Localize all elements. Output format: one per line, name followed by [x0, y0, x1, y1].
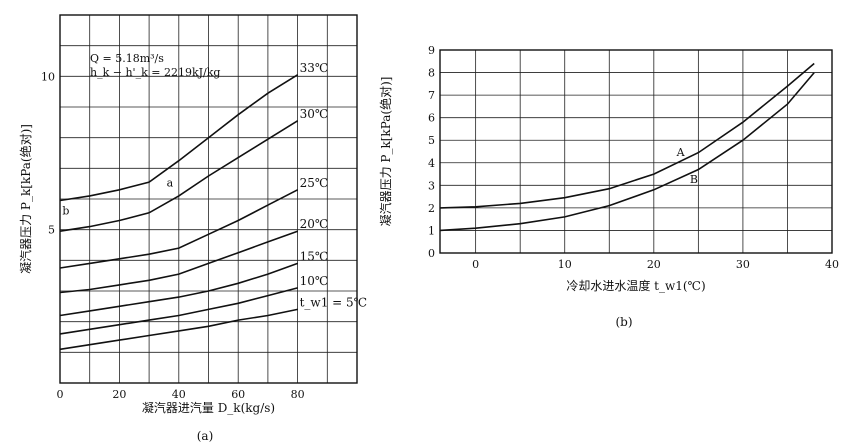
- annotation-block: Q = 5.18m³/sh_k − h'_k = 2219kJ/kg: [90, 52, 220, 79]
- chart-panel-b: 0 10 20 30 40 0 1 2 3 4 5 6 7 8 9 A B 冷却水进水温度 t_w1(℃) 凝汽器压…: [378, 44, 839, 329]
- y-tick-label: 9: [428, 44, 435, 57]
- x-tick-label: 40: [172, 388, 186, 401]
- y-tick-label: 3: [428, 179, 435, 192]
- panel-label: (b): [615, 315, 632, 329]
- y-tick-label: 5: [48, 224, 55, 237]
- point-label: a: [167, 177, 174, 190]
- chart-panel-a: 0 20 40 60 80 5 10 33℃ 30℃ 25℃ 20℃ 15℃ 10℃ t_w1 = 5℃ a…: [18, 14, 367, 443]
- y-tick-label: 4: [428, 157, 435, 170]
- y-axis-label: 凝汽器压力 P_k[kPa(绝对)]: [18, 124, 33, 274]
- x-tick-label: 0: [472, 258, 479, 271]
- x-axis-label: 冷却水进水温度 t_w1(℃): [566, 278, 705, 293]
- grid-lines: [60, 15, 357, 383]
- point-label: b: [62, 204, 69, 217]
- y-tick-label: 0: [428, 247, 435, 260]
- series-line-5: [59, 262, 298, 317]
- panel-label: (a): [197, 429, 214, 443]
- series-line-2: [439, 72, 815, 232]
- x-tick-label: 10: [558, 258, 572, 271]
- x-tick-label: 20: [647, 258, 661, 271]
- point-label: B: [690, 173, 698, 186]
- series-line-7: [59, 308, 298, 351]
- y-tick-label: 8: [428, 67, 435, 80]
- series-line-3: [59, 189, 298, 269]
- series-label: 20℃: [300, 217, 329, 231]
- plot-frame: [439, 49, 833, 254]
- annotation-line: h_k − h'_k = 2219kJ/kg: [90, 66, 220, 79]
- plot-frame: [59, 14, 358, 384]
- series-line-1: [59, 74, 299, 202]
- series-line-4: [59, 230, 298, 294]
- series-label: 25℃: [300, 176, 329, 190]
- y-tick-label: 1: [428, 224, 435, 237]
- point-label: A: [676, 146, 686, 159]
- x-tick-label: 20: [112, 388, 126, 401]
- series-label: 33℃: [300, 61, 329, 75]
- x-tick-label: 80: [291, 388, 305, 401]
- x-tick-label: 40: [825, 258, 839, 271]
- series-label: 15℃: [300, 249, 329, 263]
- series-label: 30℃: [300, 107, 329, 121]
- x-axis-label: 凝汽器进汽量 D_k(kg/s): [142, 400, 275, 415]
- y-axis-label: 凝汽器压力 P_k[kPa(绝对)]: [378, 77, 393, 227]
- y-tick-label: 10: [41, 70, 55, 83]
- annotation-line: Q = 5.18m³/s: [90, 52, 164, 65]
- x-tick-label: 0: [57, 388, 64, 401]
- series-line-1: [439, 62, 815, 209]
- series-line-2: [59, 120, 299, 232]
- series-label: t_w1 = 5℃: [300, 295, 367, 309]
- x-tick-label: 60: [231, 388, 245, 401]
- y-tick-label: 5: [428, 134, 435, 147]
- y-tick-label: 2: [428, 202, 435, 215]
- series-line-6: [59, 287, 298, 335]
- series-label: 10℃: [300, 274, 329, 288]
- x-tick-label: 30: [736, 258, 750, 271]
- grid-lines: [440, 50, 832, 253]
- y-tick-label: 6: [428, 112, 435, 125]
- y-tick-label: 7: [428, 89, 435, 102]
